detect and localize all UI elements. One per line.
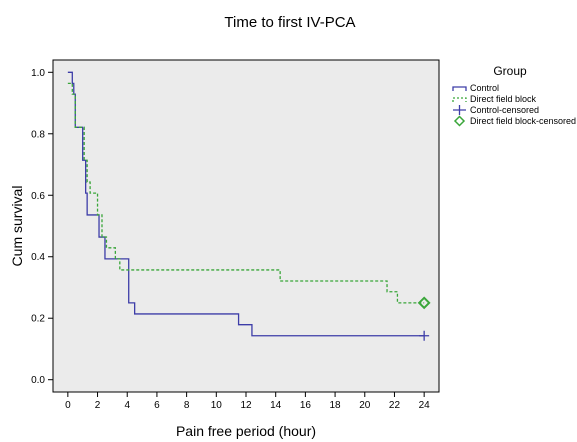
x-tick-label: 0: [65, 400, 71, 411]
x-tick-label: 20: [359, 400, 371, 411]
y-tick-label: 0.8: [31, 129, 45, 140]
y-axis: 0.0 0.2 0.4 0.6 0.8 1.0: [31, 68, 53, 386]
legend-label-direct-field-block: Direct field block: [470, 94, 537, 104]
legend-title: Group: [493, 64, 527, 78]
y-tick-label: 0.4: [31, 252, 45, 263]
y-tick-label: 0.6: [31, 191, 45, 202]
chart-title: Time to first IV-PCA: [224, 14, 355, 31]
x-tick-label: 24: [419, 400, 431, 411]
y-tick-label: 0.2: [31, 314, 45, 325]
x-axis: 0 2 4 6 8 10 12 14 16 18 20 22 24: [65, 392, 430, 411]
legend-label-control: Control: [470, 83, 499, 93]
legend-symbol-control: [452, 86, 467, 91]
legend-symbol-direct-field-block: [452, 97, 467, 102]
legend-label-control-censored: Control-censored: [470, 105, 539, 115]
y-tick-label: 1.0: [31, 68, 45, 79]
y-tick-label: 0.0: [31, 375, 45, 386]
legend-entry-control-censored: Control-censored: [453, 105, 539, 115]
x-tick-label: 16: [300, 400, 312, 411]
x-tick-label: 10: [211, 400, 223, 411]
legend-label-direct-field-block-censored: Direct field block-censored: [470, 116, 576, 126]
legend-entry-direct-field-block: Direct field block: [452, 94, 537, 104]
legend-entry-control: Control: [452, 83, 499, 93]
censored-marker-direct-field-block: [417, 296, 431, 310]
x-tick-label: 22: [389, 400, 401, 411]
x-tick-label: 4: [124, 400, 130, 411]
series-layer: [67, 71, 431, 341]
legend-entry-direct-field-block-censored: Direct field block-censored: [453, 115, 576, 127]
x-tick-label: 18: [330, 400, 342, 411]
x-tick-label: 14: [270, 400, 282, 411]
x-tick-label: 8: [184, 400, 190, 411]
plot-area: [52, 59, 440, 393]
legend-symbol-direct-field-block-censored: [453, 115, 466, 127]
x-axis-label: Pain free period (hour): [176, 423, 316, 439]
x-tick-label: 2: [95, 400, 101, 411]
x-tick-label: 12: [240, 400, 252, 411]
series-line-direct-field-block: [67, 82, 425, 304]
censored-marker-control: [419, 330, 430, 341]
y-axis-label: Cum survival: [9, 186, 25, 267]
legend-symbol-control-censored: [453, 105, 466, 115]
x-tick-label: 6: [154, 400, 160, 411]
legend: Group Control Direct field block Control…: [452, 64, 576, 127]
